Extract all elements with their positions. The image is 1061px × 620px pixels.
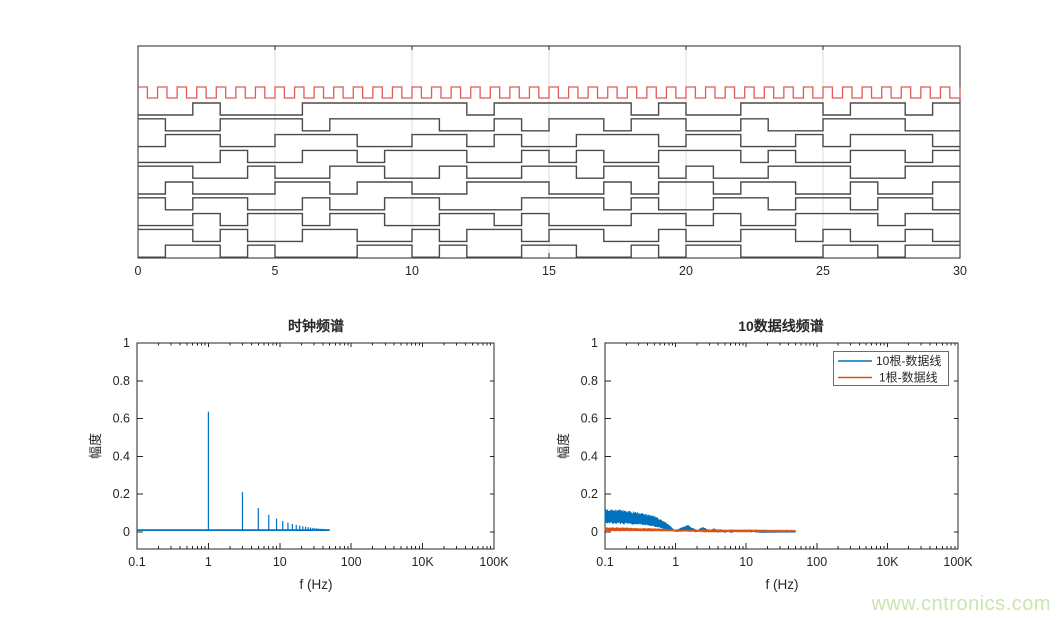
y-tick-label: 0.2 bbox=[581, 487, 598, 501]
clock-spectrum-title: 时钟频谱 bbox=[288, 318, 344, 334]
x-tick-label: 1 bbox=[672, 555, 679, 569]
data-line-7 bbox=[138, 197, 960, 211]
waveform-panel: 0 5 10 15 20 25 30 bbox=[135, 45, 967, 278]
clock-spectrum-axes: 0.1 1 10 100 10K 100K 0 0.2 0.4 0.6 0.8 1 bbox=[113, 336, 510, 569]
clock-spectrum-xlabel: f (Hz) bbox=[300, 577, 333, 592]
y-tick-label: 0 bbox=[591, 525, 598, 539]
x-tick-label: 100K bbox=[479, 555, 509, 569]
y-tick-label: 0.2 bbox=[113, 487, 130, 501]
data-line-10 bbox=[138, 244, 960, 258]
x-tick-label: 10K bbox=[876, 555, 899, 569]
data-spectrum-title: 10数据线频谱 bbox=[738, 318, 824, 334]
legend-label-1-line: 1根-数据线 bbox=[879, 370, 938, 385]
x-tick-label: 10 bbox=[405, 264, 419, 278]
data-line-8 bbox=[138, 212, 960, 227]
x-tick-label: 10 bbox=[273, 555, 287, 569]
y-tick-label: 0.4 bbox=[581, 449, 598, 463]
y-tick-label: 1 bbox=[591, 336, 598, 350]
data-spectrum-xlabel: f (Hz) bbox=[766, 577, 799, 592]
y-tick-label: 0.6 bbox=[581, 412, 598, 426]
legend-label-10-lines: 10根-数据线 bbox=[876, 353, 941, 368]
x-tick-label: 5 bbox=[272, 264, 279, 278]
x-tick-label: 0 bbox=[135, 264, 142, 278]
x-tick-label: 30 bbox=[953, 264, 967, 278]
y-tick-label: 0 bbox=[123, 525, 130, 539]
y-tick-label: 0.6 bbox=[113, 412, 130, 426]
x-tick-label: 100 bbox=[806, 555, 827, 569]
legend-box bbox=[833, 351, 949, 386]
x-tick-label: 10K bbox=[411, 555, 434, 569]
y-tick-label: 1 bbox=[123, 336, 130, 350]
data-line-9 bbox=[138, 228, 960, 243]
y-tick-label: 0.8 bbox=[581, 374, 598, 388]
legend: 10根-数据线 1根-数据线 bbox=[833, 351, 949, 386]
clock-spectrum-chart: 时钟频谱 f (Hz) 幅度 0.1 1 10 100 10K 100K00.20.40.… bbox=[88, 318, 509, 592]
x-tick-label: 0.1 bbox=[596, 555, 613, 569]
data-line-1 bbox=[138, 102, 960, 116]
x-tick-label: 100K bbox=[943, 555, 973, 569]
clock-signal bbox=[138, 86, 961, 99]
series-1根-数据线 bbox=[604, 527, 796, 534]
data-line-5 bbox=[138, 165, 960, 179]
data-spectrum-ylabel: 幅度 bbox=[556, 433, 571, 459]
x-tick-label: 0.1 bbox=[128, 555, 145, 569]
x-tick-label: 20 bbox=[679, 264, 693, 278]
x-tick-label: 1 bbox=[205, 555, 212, 569]
data-line-6 bbox=[138, 181, 960, 195]
x-tick-label: 15 bbox=[542, 264, 556, 278]
data-line-2 bbox=[138, 118, 960, 132]
x-tick-label: 100 bbox=[341, 555, 362, 569]
data-line-3 bbox=[138, 133, 960, 148]
data-line-4 bbox=[138, 149, 960, 164]
data-spectrum-axes: 0.1 1 10 100 10K 100K 0 0.2 0.4 0.6 0.8 1 bbox=[581, 336, 974, 569]
x-tick-label: 25 bbox=[816, 264, 830, 278]
chart-frame bbox=[604, 342, 959, 550]
y-tick-label: 0.8 bbox=[113, 374, 130, 388]
clock-spectrum-ylabel: 幅度 bbox=[88, 433, 103, 459]
data-spectrum-series bbox=[604, 508, 796, 534]
y-tick-label: 0.4 bbox=[113, 449, 130, 463]
x-tick-label: 10 bbox=[739, 555, 753, 569]
data-spectrum-chart: 10数据线频谱 f (Hz) 幅度 0.1 1 10 100 10K 100K00.20.… bbox=[556, 318, 973, 592]
chart-frame bbox=[136, 342, 495, 550]
clock-spectrum-stems bbox=[137, 411, 330, 532]
watermark: www.cntronics.com bbox=[871, 593, 1051, 615]
